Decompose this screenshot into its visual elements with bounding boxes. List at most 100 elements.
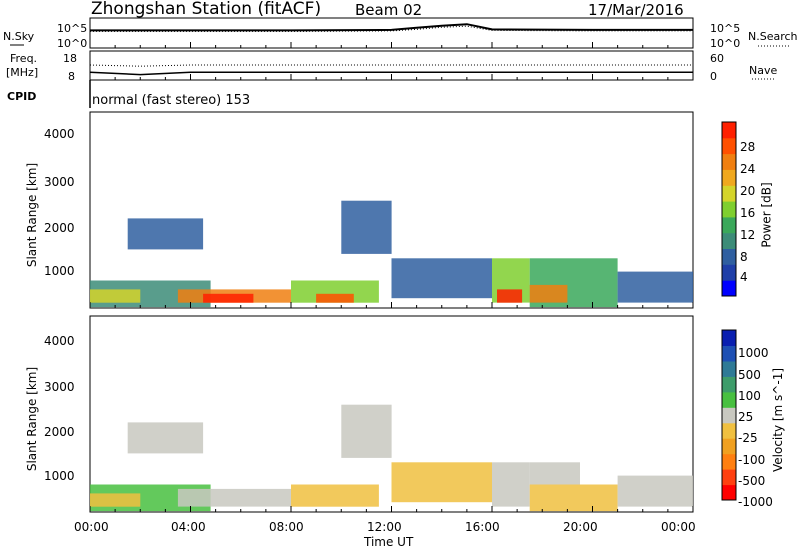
beam-label: Beam 02 [355, 1, 423, 19]
nave-tick-bottom: 0 [710, 70, 717, 83]
nave-label: Nave [749, 64, 778, 77]
vel-cbar-tick-m25: -25 [738, 431, 758, 445]
nsearch-tick-bottom: 10^0 [710, 37, 741, 50]
xtick-1200: 12:00 [367, 520, 402, 534]
vel-cbar-frame [721, 329, 737, 501]
vel-ytick-4000: 4000 [44, 334, 75, 348]
vel-cbar-swatch-10 [722, 330, 736, 346]
xlabel: Time UT [364, 535, 414, 549]
power-cbar-swatch-9 [722, 137, 736, 155]
nsky-label: N.Sky [3, 30, 35, 43]
xtick-2400: 00:00 [661, 520, 696, 534]
power-ytick-1000: 1000 [44, 264, 75, 278]
power-cbar-swatch-2 [722, 248, 736, 265]
vel-ytick-1000: 1000 [44, 469, 75, 483]
nsearch-label: N.Search [748, 30, 798, 43]
vel-ytick-2000: 2000 [44, 425, 75, 439]
velocity-colorbar [721, 329, 737, 501]
xtick-2000: 20:00 [563, 520, 598, 534]
vel-cbar-swatch-8 [722, 360, 736, 377]
vel-region-7 [492, 462, 530, 507]
power-region-10 [497, 289, 523, 303]
freq-unit-label: [MHz] [6, 66, 39, 79]
freq-tick-bottom: 8 [68, 70, 75, 83]
date-label: 17/Mar/2016 [588, 1, 684, 19]
vel-ytick-3000: 3000 [44, 380, 75, 394]
power-region-5 [291, 280, 379, 303]
power-cbar-swatch-8 [722, 153, 736, 170]
power-cbar-tick-28: 28 [740, 140, 756, 154]
xtick-0000: 00:00 [74, 520, 109, 534]
vel-region-9 [529, 462, 580, 485]
vel-cbar-swatch-5 [722, 407, 736, 424]
power-region-1 [90, 289, 141, 303]
vel-cbar-swatch-0 [722, 484, 736, 501]
freq-series [89, 64, 693, 76]
power-region-12 [529, 284, 568, 303]
xtick-1600: 16:00 [465, 520, 500, 534]
vel-cbar-swatch-2 [722, 453, 736, 470]
power-region-7 [341, 200, 392, 254]
power-cbar-tick-20: 20 [740, 184, 756, 198]
velocity-heatmap [90, 404, 693, 512]
power-ytick-3000: 3000 [44, 175, 75, 189]
nave-line [89, 64, 693, 67]
vel-cbar-swatch-4 [722, 422, 736, 439]
freq-tick-top: 18 [63, 52, 77, 65]
power-cbar-tick-8: 8 [740, 250, 748, 264]
power-cbar-swatch-1 [722, 264, 736, 281]
power-cbar-swatch-7 [722, 169, 736, 186]
power-region-8 [391, 258, 492, 299]
vel-cbar-tick-m100: -100 [738, 453, 766, 467]
vel-cbar-swatch-1 [722, 469, 736, 486]
power-cbar-swatch-0 [722, 280, 736, 297]
vel-region-6 [391, 462, 492, 503]
vel-cbar-tick-25: 25 [738, 410, 754, 424]
vel-cbar-tick-m1000: -1000 [738, 495, 773, 509]
nsky-line-1 [90, 25, 693, 32]
power-cbar-swatch-5 [722, 201, 736, 218]
vel-region-5 [341, 404, 392, 458]
freq-label: Freq. [10, 52, 38, 65]
vel-region-2 [127, 422, 204, 454]
vel-region-10 [617, 475, 693, 507]
vel-region-1 [90, 493, 141, 507]
power-cbar-tick-12: 12 [740, 228, 756, 242]
vel-cbar-swatch-3 [722, 438, 736, 455]
power-region-2 [127, 218, 204, 250]
xtick-0400: 04:00 [171, 520, 206, 534]
vel-cbar-swatch-6 [722, 391, 736, 408]
power-cbar-swatch-10 [722, 122, 736, 139]
vel-region-3 [177, 488, 291, 507]
vel-cbar-tick-100: 100 [738, 389, 761, 403]
vel-cbar-tick-500: 500 [738, 368, 761, 382]
vel-cbar-swatch-7 [722, 376, 736, 393]
vel-cbar-swatch-9 [722, 345, 736, 362]
xtick-0800: 08:00 [269, 520, 304, 534]
axis-ticks [89, 42, 694, 512]
power-ytick-4000: 4000 [44, 127, 75, 141]
power-cbar-swatch-3 [722, 232, 736, 249]
vel-region-4 [291, 484, 379, 507]
vel-cbar-tick-m500: -500 [738, 474, 766, 488]
power-region-6 [316, 293, 354, 303]
power-cbar-tick-4: 4 [740, 270, 748, 284]
vel-region-8 [529, 484, 618, 512]
power-cbar-swatch-6 [722, 185, 736, 202]
program-label: normal (fast stereo) 153 [92, 93, 251, 108]
freq-line [89, 71, 693, 76]
nave-tick-top: 60 [710, 52, 724, 65]
vel-cbar-tick-1000: 1000 [738, 346, 769, 360]
power-ytick-2000: 2000 [44, 221, 75, 235]
nsky-tick-bottom: 10^0 [57, 37, 88, 50]
power-region-4 [203, 293, 254, 303]
cpid-label: CPID [7, 90, 37, 103]
power-cbar-tick-24: 24 [740, 162, 756, 176]
nsky-series [90, 23, 693, 32]
power-colorbar [721, 121, 737, 297]
nsky-tick-top: 10^5 [57, 22, 88, 35]
nsky-line-0 [90, 23, 693, 32]
nsearch-tick-top: 10^5 [710, 22, 741, 35]
power-cbar-swatch-4 [722, 216, 736, 234]
